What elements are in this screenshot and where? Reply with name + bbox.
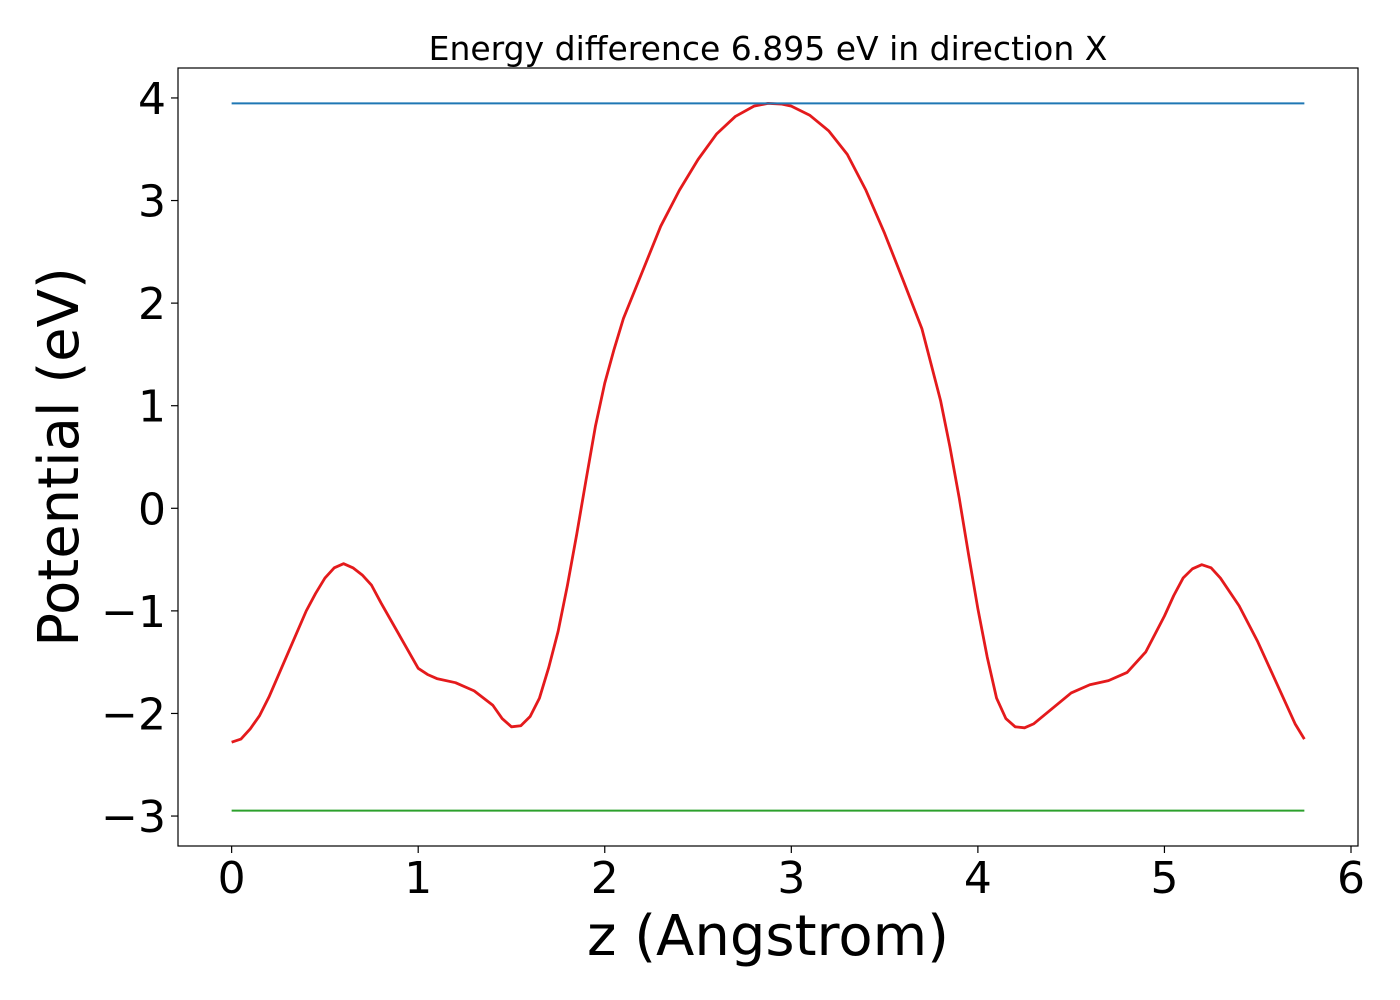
plot-frame	[177, 67, 1359, 847]
x-tick-label: 2	[591, 853, 619, 904]
line-series	[231, 101, 1306, 744]
y-tick-label: 1	[138, 382, 166, 433]
y-axis-label: Potential (eV)	[27, 267, 92, 647]
y-tick-label: 4	[138, 74, 166, 125]
x-axis-label: z (Angstrom)	[587, 904, 949, 969]
y-tick-label: 0	[138, 484, 166, 535]
x-tick-label: 0	[218, 853, 246, 904]
y-tick-label: 2	[138, 279, 166, 330]
chart-title: Energy difference 6.895 eV in direction …	[429, 29, 1108, 68]
y-tick-label: −3	[101, 792, 166, 843]
x-tick-label: 1	[404, 853, 432, 904]
x-tick-label: 4	[964, 853, 992, 904]
y-tick-label: −1	[101, 587, 166, 638]
x-tick-label: 5	[1150, 853, 1178, 904]
x-tick-label: 6	[1337, 853, 1365, 904]
y-tick-label: 3	[138, 177, 166, 228]
x-tick-label: 3	[777, 853, 805, 904]
y-tick-label: −2	[101, 689, 166, 740]
